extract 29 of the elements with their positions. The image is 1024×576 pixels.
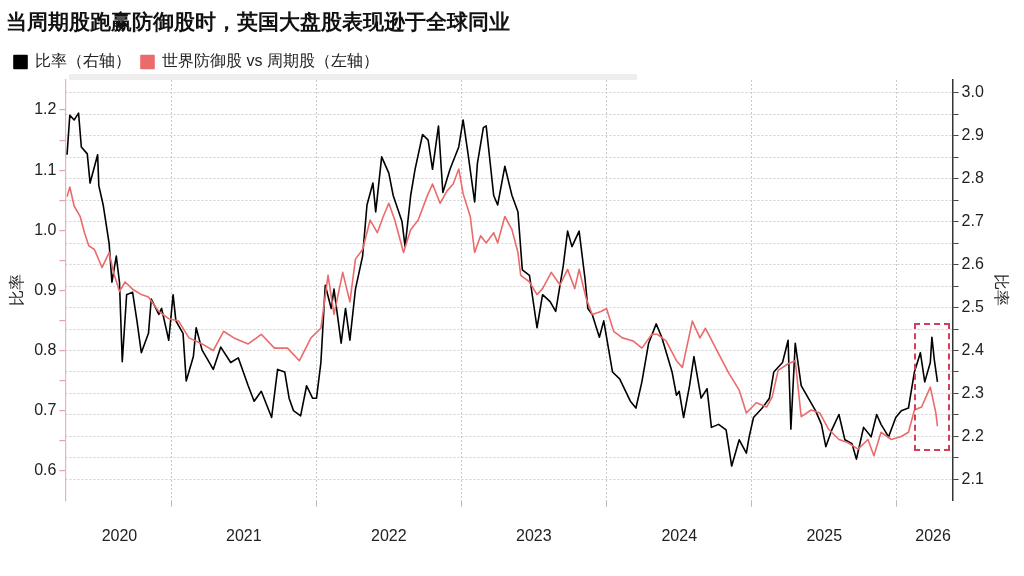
y2-tick-label: 2.9 xyxy=(961,126,984,144)
y2-tick-label: 3.0 xyxy=(961,83,984,101)
y-tick-label: 0.8 xyxy=(34,340,57,358)
legend-label: 世界防御股 vs 周期股（左轴） xyxy=(162,52,379,70)
y2-tick-label: 2.7 xyxy=(961,212,984,230)
y2-tick-label: 2.8 xyxy=(961,169,984,187)
y-tick-label: 1.1 xyxy=(34,160,57,178)
y2-tick-label: 2.6 xyxy=(961,255,984,273)
legend-label: 比率（右轴） xyxy=(35,52,131,70)
y-tick-label: 0.6 xyxy=(34,461,57,479)
y2-tick-label: 2.3 xyxy=(961,383,984,401)
y-axis-title: 比率 xyxy=(8,274,26,307)
y-tick-label: 0.9 xyxy=(34,280,57,298)
y2-tick-label: 2.5 xyxy=(961,297,984,315)
x-tick-label: 2025 xyxy=(806,526,843,544)
x-tick-label: 2022 xyxy=(371,526,407,544)
x-tick-label: 2021 xyxy=(226,526,262,544)
x-tick-label: 2020 xyxy=(101,526,138,544)
x-tick-label: 2024 xyxy=(661,526,698,544)
y-tick-label: 0.7 xyxy=(34,401,57,419)
chart-subtitle: 当周期股跑赢防御股时，英国大盘股表现逊于全球同业 xyxy=(6,9,510,36)
x-tick-label: 2026 xyxy=(915,526,951,544)
y-tick-label: 1.0 xyxy=(34,220,57,238)
y2-tick-label: 2.4 xyxy=(961,340,984,358)
x-tick-label: 2023 xyxy=(516,526,552,544)
y2-tick-label: 2.2 xyxy=(961,426,984,444)
y2-axis-title: 比率 xyxy=(992,274,1010,307)
y-tick-label: 1.2 xyxy=(34,100,57,118)
y2-tick-label: 2.1 xyxy=(961,469,984,487)
